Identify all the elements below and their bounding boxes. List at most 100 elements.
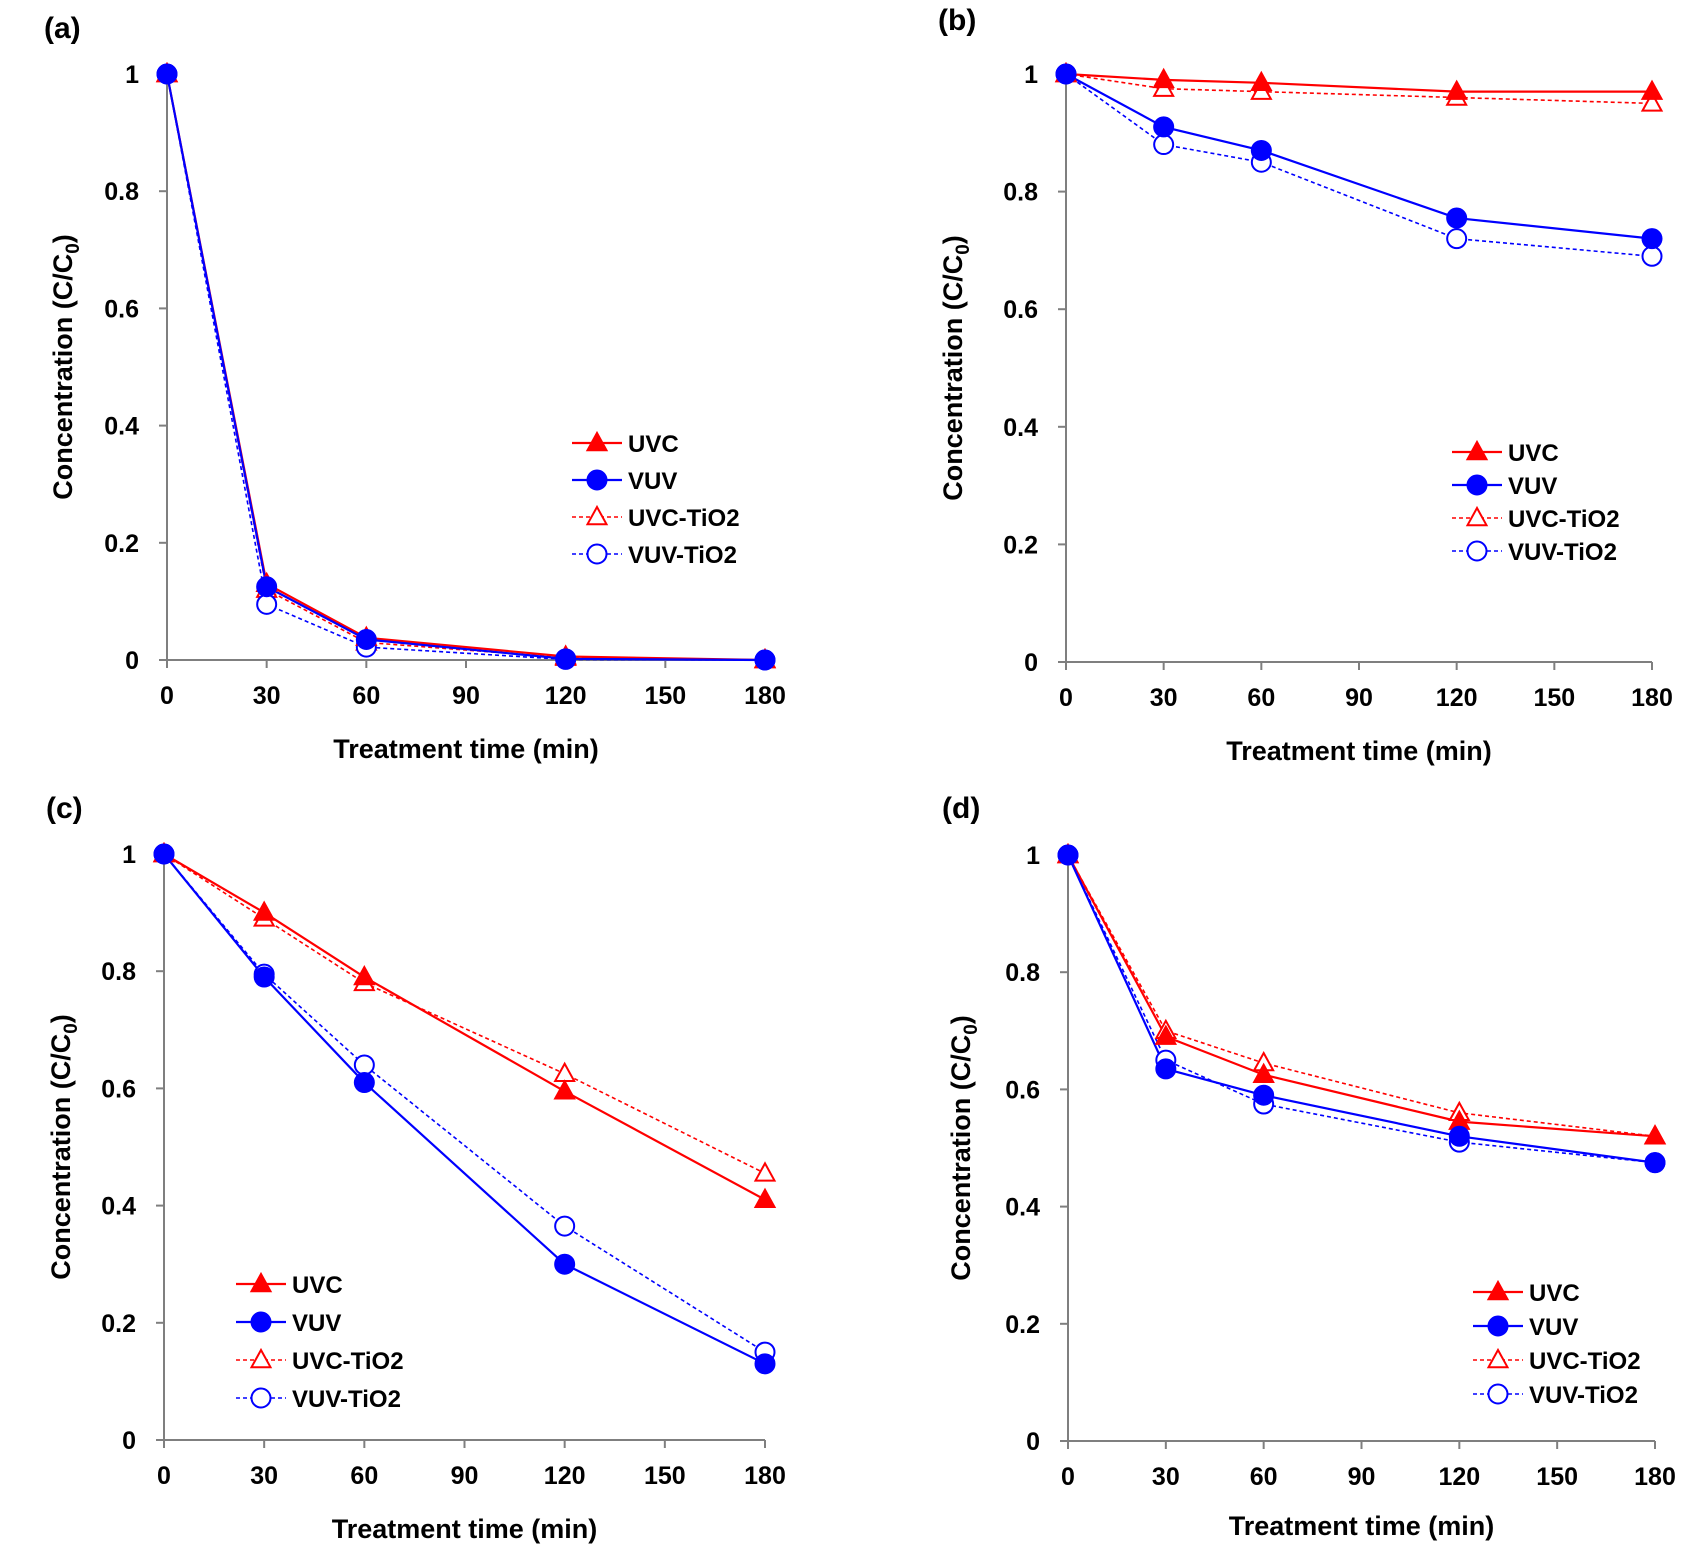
data-point-vuv (156, 63, 178, 85)
data-point-vuv (256, 576, 278, 598)
x-tick-label: 120 (545, 682, 587, 710)
x-tick-label: 0 (1061, 1463, 1075, 1491)
legend-marker-vuv (250, 1311, 272, 1333)
series-line-vuv-tio2 (166, 73, 766, 661)
data-point-vuv (754, 1353, 776, 1375)
legend-marker-vuv (1487, 1315, 1509, 1337)
y-tick-label: 0 (122, 1427, 136, 1455)
data-point-uvc (1640, 79, 1664, 100)
data-point-vuv-tio2 (1446, 228, 1468, 250)
x-axis-title: Treatment time (min) (332, 1514, 598, 1544)
series-line-uvc (163, 853, 766, 1201)
x-axis-title: Treatment time (min) (1226, 736, 1492, 766)
y-tick-label: 0.8 (1005, 959, 1040, 987)
y-tick-label: 1 (1026, 842, 1040, 870)
legend-label: VUV (292, 1310, 341, 1337)
legend-label: UVC (628, 431, 679, 458)
x-tick-label: 30 (1152, 1463, 1180, 1491)
y-tick-label: 0 (1024, 649, 1038, 677)
legend-label: UVC-TiO2 (1529, 1348, 1641, 1375)
y-axis-title: Concentration (C/C0) (48, 234, 84, 500)
legend-marker-uvc-tio2 (1465, 505, 1489, 527)
legend-marker-vuv-tio2 (1466, 540, 1488, 562)
series-line-uvc (165, 73, 766, 662)
y-tick-label: 0.2 (1005, 1311, 1040, 1339)
x-tick-label: 60 (1250, 1463, 1278, 1491)
series-line-vuv (165, 73, 766, 662)
data-point-vuv (353, 1072, 375, 1094)
legend-label: UVC-TiO2 (292, 1348, 404, 1375)
x-tick-label: 0 (160, 682, 174, 710)
data-point-vuv (253, 966, 275, 988)
legend-label: UVC-TiO2 (1508, 506, 1620, 533)
chart-panel-2: (b) 0 0.2 0.4 0.6 0.8 1 0 30 60 90 120 150 180 Treatme… (938, 4, 1673, 766)
x-tick-label: 180 (744, 1462, 786, 1490)
y-tick-label: 0.2 (104, 530, 139, 558)
series-line-vuv (1065, 73, 1653, 240)
y-tick-label: 0.4 (101, 1193, 136, 1221)
series-line-vuv-tio2 (163, 853, 766, 1353)
legend-label: VUV-TiO2 (1529, 1382, 1638, 1409)
data-point-vuv (153, 843, 175, 865)
panel-label: (b) (938, 4, 976, 37)
legend-label: UVC (1529, 1280, 1580, 1307)
legend-label: VUV (1529, 1314, 1578, 1341)
x-tick-label: 60 (350, 1462, 378, 1490)
y-tick-label: 0.4 (1003, 414, 1038, 442)
data-point-vuv (1055, 63, 1077, 85)
y-tick-label: 0.6 (104, 295, 139, 323)
data-point-uvc-tio2 (553, 1061, 576, 1082)
data-point-uvc (1154, 1024, 1178, 1045)
data-point-uvc (1250, 70, 1273, 92)
series-line-uvc-tio2 (163, 853, 766, 1175)
data-point-vuv-tio2 (1641, 245, 1663, 267)
legend-label: VUV-TiO2 (1508, 539, 1617, 566)
x-tick-label: 180 (1634, 1463, 1676, 1491)
x-tick-label: 90 (451, 1462, 479, 1490)
legend: UVC VUV UVC-TiO2 VUV-TiO2 (1473, 1279, 1641, 1409)
data-point-vuv (555, 648, 577, 670)
x-axis-title: Treatment time (min) (333, 734, 599, 764)
y-tick-label: 0 (125, 647, 139, 675)
x-tick-label: 150 (1536, 1463, 1578, 1491)
data-point-vuv (1446, 207, 1468, 229)
series-line-uvc-tio2 (1067, 854, 1656, 1138)
data-point-vuv (1644, 1152, 1666, 1174)
legend-marker-uvc-tio2 (585, 504, 609, 526)
panel-label: (a) (44, 12, 81, 45)
legend-label: VUV (1508, 473, 1557, 500)
x-tick-label: 30 (250, 1462, 278, 1490)
data-point-uvc (553, 1079, 576, 1100)
panel-label: (d) (942, 792, 980, 825)
y-tick-label: 1 (125, 61, 139, 89)
series-line-uvc (1065, 72, 1652, 93)
y-tick-label: 0.6 (1005, 1076, 1040, 1104)
legend: UVC VUV UVC-TiO2 VUV-TiO2 (572, 430, 740, 569)
legend-marker-uvc (1465, 439, 1489, 461)
legend-marker-uvc-tio2 (1486, 1347, 1510, 1369)
data-point-vuv (1253, 1084, 1275, 1106)
y-tick-label: 0.8 (104, 178, 139, 206)
x-tick-label: 150 (644, 1462, 686, 1490)
y-tick-label: 1 (1024, 61, 1038, 89)
legend-marker-uvc (1486, 1279, 1510, 1301)
y-axis-title: Concentration (C/C0) (46, 1014, 82, 1280)
data-point-vuv (1641, 228, 1663, 250)
legend-label: UVC-TiO2 (628, 505, 740, 532)
x-axis-title: Treatment time (min) (1229, 1511, 1495, 1541)
chart-panel-3: (c) 0 0.2 0.4 0.6 0.8 1 0 30 60 90 120 150 180 Treatme… (46, 792, 786, 1544)
series-line-vuv (1066, 854, 1656, 1164)
x-tick-label: 120 (1438, 1463, 1480, 1491)
data-point-vuv-tio2 (1153, 134, 1175, 156)
legend: UVC VUV UVC-TiO2 VUV-TiO2 (236, 1271, 404, 1413)
panel-label: (c) (46, 792, 83, 825)
data-point-vuv-tio2 (554, 1215, 576, 1237)
y-tick-label: 0 (1026, 1428, 1040, 1456)
legend-label: VUV (628, 468, 677, 495)
data-point-uvc-tio2 (753, 1161, 777, 1182)
x-tick-label: 180 (1631, 684, 1673, 712)
x-tick-label: 120 (544, 1462, 586, 1490)
x-tick-label: 30 (253, 682, 281, 710)
series-line-uvc-tio2 (166, 73, 766, 661)
data-point-uvc (753, 1187, 777, 1208)
